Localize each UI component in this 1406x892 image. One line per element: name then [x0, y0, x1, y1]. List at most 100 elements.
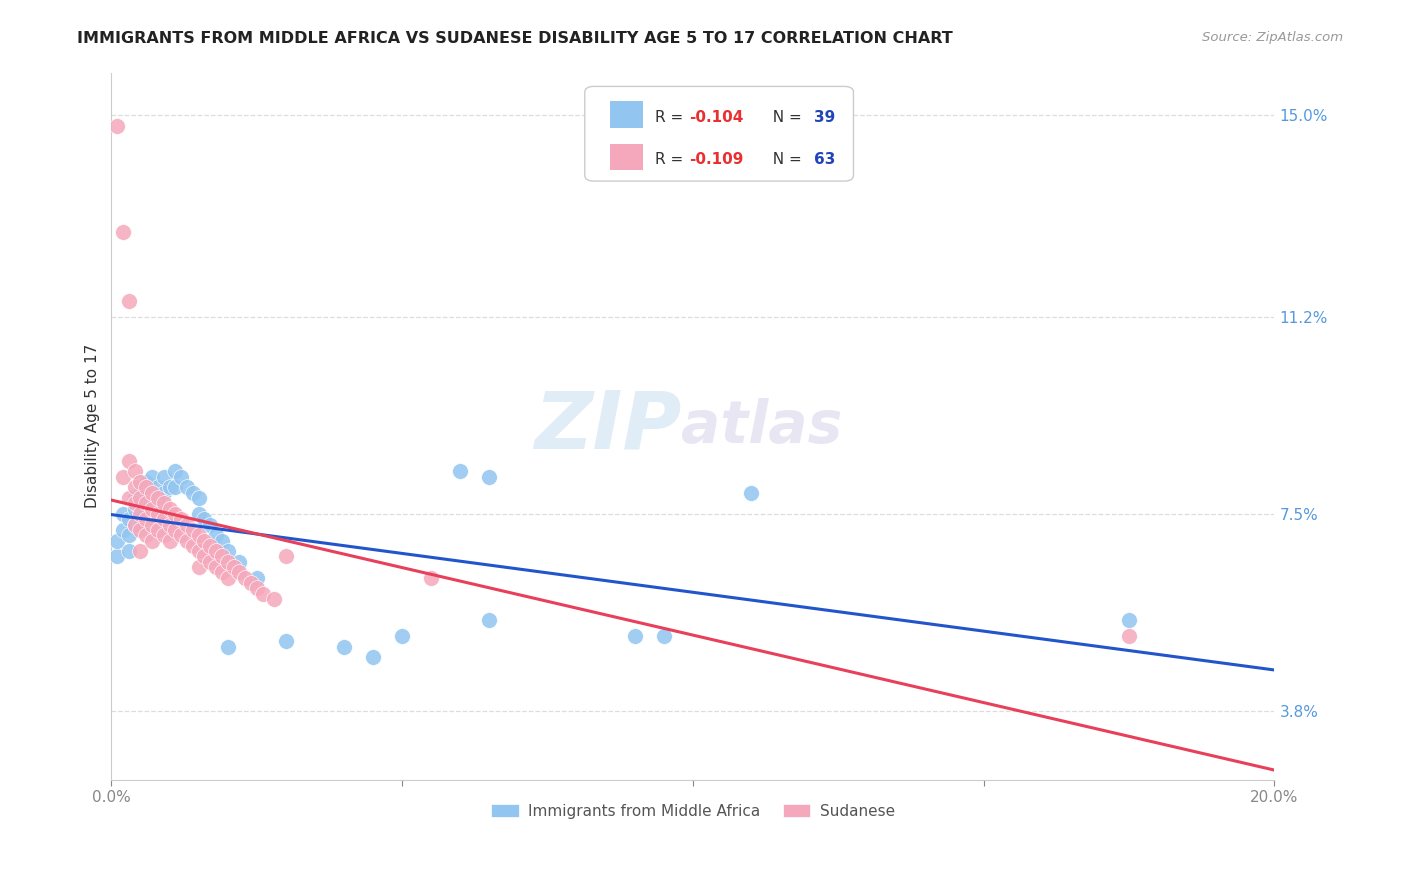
Point — [391, 629, 413, 643]
Point — [135, 512, 157, 526]
Point — [129, 491, 152, 505]
Point — [200, 555, 222, 569]
Point — [141, 469, 163, 483]
Point — [252, 587, 274, 601]
Point — [187, 528, 209, 542]
Point — [217, 555, 239, 569]
Point — [129, 507, 152, 521]
Point — [152, 496, 174, 510]
Bar — [610, 102, 643, 128]
Point — [105, 119, 128, 133]
Point — [135, 480, 157, 494]
Point — [159, 517, 181, 532]
Point — [105, 533, 128, 548]
Point — [478, 613, 501, 627]
Point — [176, 517, 198, 532]
Point — [152, 485, 174, 500]
Point — [105, 549, 128, 564]
Point — [181, 539, 204, 553]
Point — [146, 480, 169, 494]
Point — [623, 629, 645, 643]
Point — [449, 465, 471, 479]
Point — [187, 560, 209, 574]
Point — [124, 496, 146, 510]
Point — [152, 512, 174, 526]
Point — [129, 485, 152, 500]
Point — [152, 469, 174, 483]
Point — [124, 501, 146, 516]
Point — [193, 512, 215, 526]
Text: R =: R = — [655, 153, 688, 168]
Point — [205, 528, 228, 542]
Legend: Immigrants from Middle Africa, Sudanese: Immigrants from Middle Africa, Sudanese — [485, 797, 901, 825]
Point — [124, 465, 146, 479]
Point — [200, 517, 222, 532]
Point — [135, 475, 157, 489]
Point — [146, 491, 169, 505]
Point — [181, 523, 204, 537]
Point — [124, 517, 146, 532]
Point — [129, 544, 152, 558]
Point — [1118, 613, 1140, 627]
Point — [112, 226, 135, 240]
Point — [118, 544, 141, 558]
Point — [141, 501, 163, 516]
Point — [420, 571, 443, 585]
Point — [124, 480, 146, 494]
Text: atlas: atlas — [682, 398, 842, 455]
Point — [146, 523, 169, 537]
Text: ZIP: ZIP — [534, 387, 682, 466]
Point — [740, 485, 762, 500]
Point — [361, 650, 384, 665]
Point — [129, 523, 152, 537]
Point — [170, 469, 193, 483]
Point — [274, 549, 297, 564]
Point — [118, 512, 141, 526]
Point — [129, 517, 152, 532]
Point — [141, 485, 163, 500]
Point — [135, 528, 157, 542]
Point — [240, 576, 263, 591]
Point — [263, 591, 285, 606]
Text: 39: 39 — [814, 110, 835, 125]
FancyBboxPatch shape — [585, 87, 853, 181]
Point — [228, 555, 250, 569]
Point — [118, 454, 141, 468]
Point — [187, 491, 209, 505]
Bar — [610, 144, 643, 170]
Point — [193, 533, 215, 548]
Point — [141, 485, 163, 500]
Point — [118, 294, 141, 309]
Point — [274, 634, 297, 648]
Point — [211, 533, 233, 548]
Point — [118, 528, 141, 542]
Point — [170, 512, 193, 526]
Text: R =: R = — [655, 110, 688, 125]
Point — [200, 539, 222, 553]
Point — [187, 507, 209, 521]
Text: -0.104: -0.104 — [689, 110, 744, 125]
Y-axis label: Disability Age 5 to 17: Disability Age 5 to 17 — [86, 344, 100, 508]
Point — [170, 528, 193, 542]
Point — [228, 566, 250, 580]
Point — [205, 560, 228, 574]
Point — [129, 501, 152, 516]
Point — [222, 560, 245, 574]
Text: Source: ZipAtlas.com: Source: ZipAtlas.com — [1202, 31, 1343, 45]
Point — [246, 582, 269, 596]
Point — [141, 533, 163, 548]
Text: N =: N = — [762, 153, 807, 168]
Point — [112, 507, 135, 521]
Point — [193, 549, 215, 564]
Point — [124, 491, 146, 505]
Point — [333, 640, 356, 654]
Point — [217, 640, 239, 654]
Point — [187, 544, 209, 558]
Point — [146, 496, 169, 510]
Point — [165, 507, 187, 521]
Point — [217, 544, 239, 558]
Point — [159, 480, 181, 494]
Text: -0.109: -0.109 — [689, 153, 744, 168]
Text: 63: 63 — [814, 153, 835, 168]
Point — [112, 523, 135, 537]
